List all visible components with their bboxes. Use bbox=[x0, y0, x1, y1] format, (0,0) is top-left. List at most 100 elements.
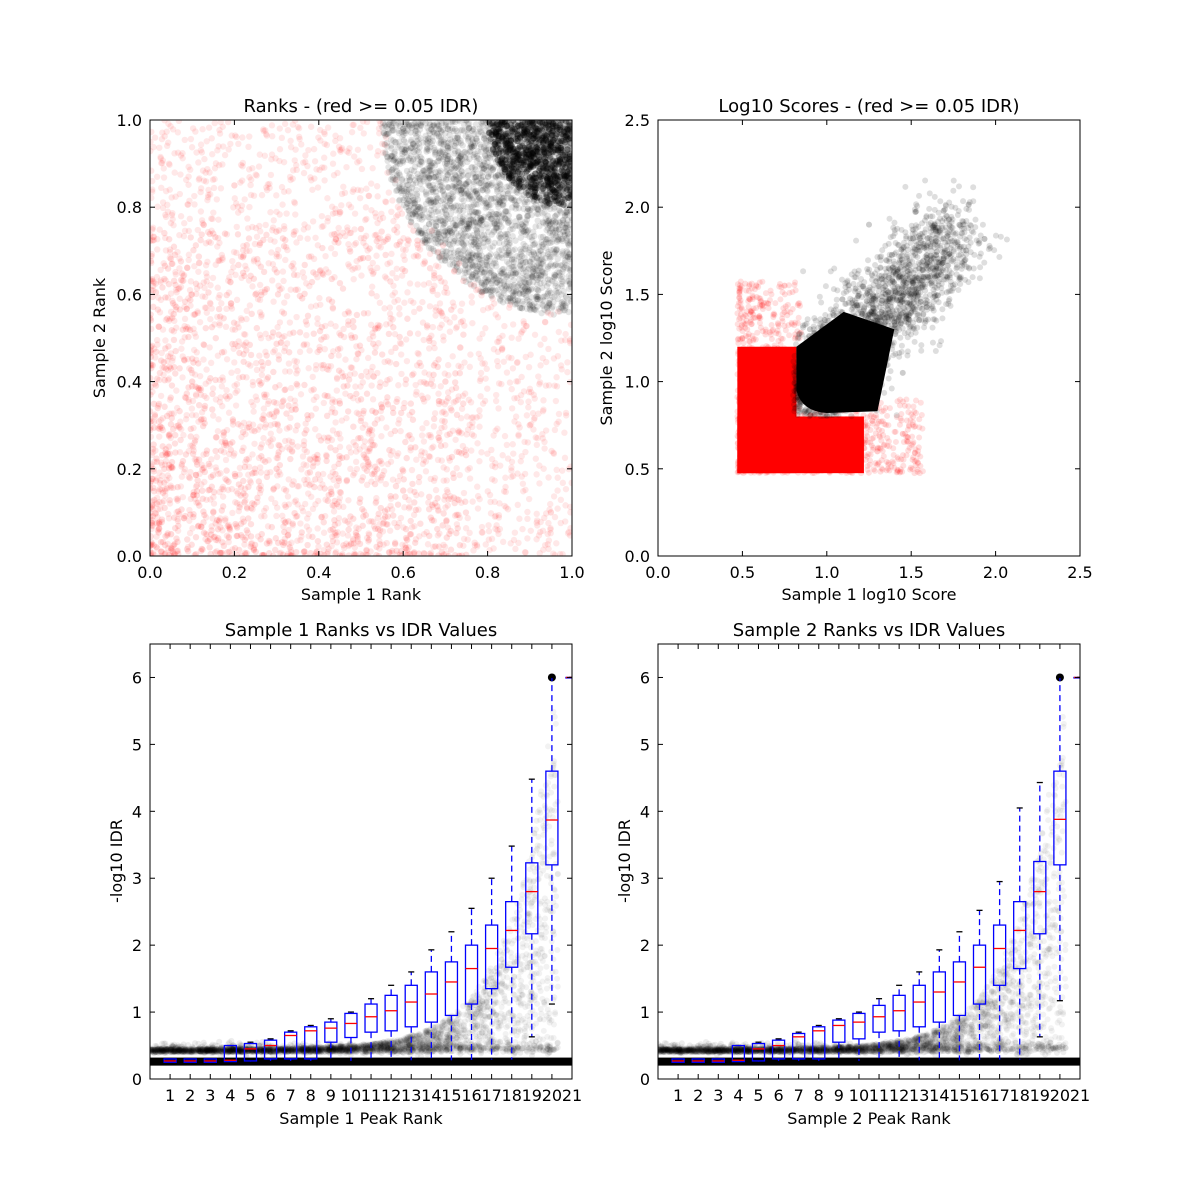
rank-point-red bbox=[181, 227, 189, 235]
rank-point-red bbox=[150, 287, 157, 294]
rank-point-red bbox=[366, 144, 374, 151]
rank-point-red bbox=[362, 421, 369, 428]
rank-point-red bbox=[516, 424, 523, 431]
rank-point-red bbox=[387, 495, 395, 502]
rank-point-red bbox=[368, 437, 375, 444]
rank-point-red bbox=[234, 209, 242, 216]
rank-point-red bbox=[378, 404, 386, 411]
rank-point-red bbox=[210, 508, 217, 515]
rank-point-red bbox=[533, 441, 541, 449]
rank-point-red bbox=[343, 476, 351, 484]
rank-point-red bbox=[449, 353, 456, 360]
rank-point-red bbox=[193, 285, 201, 292]
rank-point-red bbox=[216, 161, 223, 169]
rank-point-red bbox=[508, 467, 515, 474]
rank-point-red bbox=[338, 202, 345, 209]
rank-point-red bbox=[389, 476, 397, 483]
rank-point-red bbox=[211, 175, 218, 183]
rank-point-red bbox=[393, 213, 400, 220]
rank-point-red bbox=[312, 405, 320, 412]
rank-point-red bbox=[505, 354, 512, 361]
rank-point-red bbox=[201, 478, 208, 486]
rank-point-red bbox=[168, 211, 176, 219]
rank-point-red bbox=[513, 378, 520, 385]
rank-point-red bbox=[177, 436, 184, 444]
rank-point-red bbox=[456, 541, 464, 549]
rank-point-red bbox=[407, 531, 415, 538]
rank-point-red bbox=[304, 312, 312, 320]
rank-point-red bbox=[384, 460, 392, 468]
rank-point-red bbox=[555, 308, 562, 315]
rank-point-red bbox=[253, 290, 260, 297]
rank-point-red bbox=[469, 423, 476, 431]
rank-point-red bbox=[541, 335, 548, 343]
rank-point-red bbox=[305, 253, 313, 260]
rank-point-red bbox=[339, 229, 347, 236]
rank-point-red bbox=[368, 290, 375, 297]
rank-point-red bbox=[442, 504, 449, 511]
rank-point-red bbox=[206, 230, 214, 238]
rank-point-red bbox=[307, 456, 314, 464]
rank-point-red bbox=[289, 167, 297, 174]
rank-point-red bbox=[256, 296, 264, 304]
rank-point-red bbox=[492, 427, 499, 434]
rank-point-red bbox=[466, 421, 473, 429]
rank-point-red bbox=[241, 499, 248, 506]
rank-point-red bbox=[280, 188, 288, 195]
rank-point-red bbox=[422, 458, 430, 465]
rank-point-red bbox=[154, 494, 161, 502]
rank-point-red bbox=[271, 266, 278, 273]
rank-point-red bbox=[180, 514, 188, 522]
rank-point-red bbox=[358, 165, 366, 173]
rank-point-red bbox=[373, 237, 380, 245]
rank-point-red bbox=[324, 195, 331, 202]
rank-point-red bbox=[426, 550, 433, 556]
rank-point-red bbox=[411, 488, 418, 496]
rank-point-red bbox=[345, 149, 352, 156]
rank-point-red bbox=[191, 263, 198, 270]
rank-point-red bbox=[334, 346, 342, 353]
rank-point-red bbox=[366, 447, 373, 455]
rank-point-red bbox=[293, 358, 301, 365]
rank-point-red bbox=[356, 342, 364, 349]
rank-point-red bbox=[155, 425, 162, 432]
rank-point-red bbox=[252, 393, 260, 400]
rank-point-red bbox=[342, 372, 349, 380]
rank-point-red bbox=[226, 450, 233, 458]
rank-point-red bbox=[460, 535, 468, 543]
rank-point-red bbox=[328, 275, 335, 283]
rank-point-red bbox=[360, 234, 368, 242]
rank-point-red bbox=[402, 545, 410, 552]
rank-point-red bbox=[323, 365, 331, 373]
rank-point-red bbox=[260, 236, 267, 244]
rank-point-red bbox=[382, 480, 390, 488]
rank-point-red bbox=[445, 371, 452, 379]
rank-point-red bbox=[239, 246, 247, 254]
rank-point-red bbox=[157, 423, 164, 430]
rank-point-red bbox=[329, 469, 336, 476]
rank-point-red bbox=[391, 289, 399, 296]
rank-point-red bbox=[155, 294, 162, 301]
rank-point-red bbox=[268, 523, 276, 531]
rank-point-red bbox=[316, 126, 324, 134]
rank-point-red bbox=[417, 520, 424, 527]
rank-point-red bbox=[346, 245, 353, 253]
rank-point-red bbox=[427, 514, 434, 521]
rank-point-red bbox=[216, 398, 224, 406]
rank-point-red bbox=[543, 358, 550, 366]
rank-point-red bbox=[202, 304, 210, 311]
rank-point-red bbox=[280, 310, 288, 317]
rank-point-red bbox=[425, 279, 433, 287]
rank-point-red bbox=[191, 495, 198, 502]
rank-point-red bbox=[468, 293, 475, 300]
rank-point-black bbox=[453, 263, 461, 270]
rank-point-red bbox=[428, 332, 435, 339]
rank-point-red bbox=[340, 333, 348, 341]
rank-point-red bbox=[179, 155, 186, 162]
rank-point-red bbox=[506, 379, 514, 386]
rank-point-red bbox=[191, 552, 198, 556]
rank-point-red bbox=[492, 460, 499, 467]
rank-point-red bbox=[258, 358, 265, 366]
rank-point-red bbox=[426, 532, 433, 540]
